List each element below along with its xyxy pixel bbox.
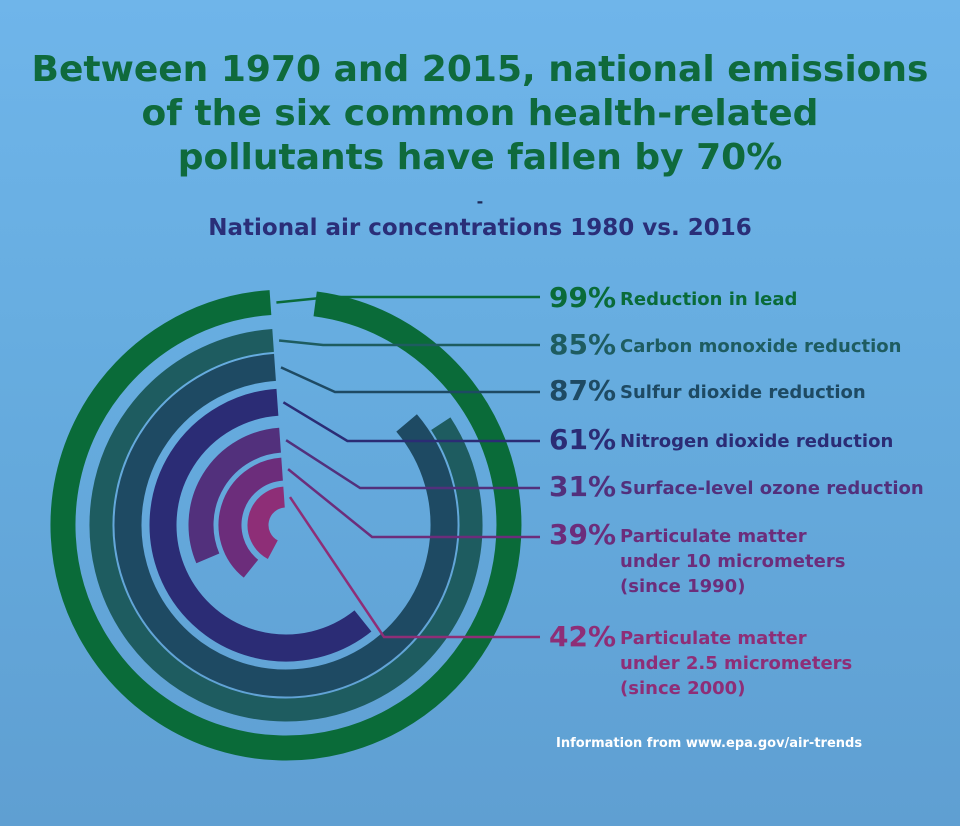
leader-line [282, 401, 540, 443]
data-label: 61% Nitrogen dioxide reduction [549, 425, 893, 455]
leader-line [278, 339, 540, 347]
leader-line [287, 468, 540, 539]
arc-particulate-matter-under-10-micrometers [218, 457, 284, 578]
data-label-text: Surface-level ozone reduction [620, 478, 924, 499]
chart-leader-lines [276, 295, 540, 639]
leader-line [285, 439, 540, 490]
leader-line [280, 366, 540, 394]
chart-title-line: of the six common health-related [141, 93, 819, 134]
data-label-value: 87% [549, 374, 617, 407]
chart-subtitle: National air concentrations 1980 vs. 201… [208, 215, 752, 241]
chart-title-line: Between 1970 and 2015, national emission… [31, 49, 929, 90]
data-label-value: 99% [549, 281, 617, 314]
data-label: 87% Sulfur dioxide reduction [549, 376, 866, 406]
arc-particulate-matter-under-2-5-micrometers [247, 486, 286, 559]
data-label: 99% Reduction in lead [549, 283, 797, 313]
data-label-text: Particulate matter under 10 micrometers (s… [620, 526, 846, 597]
source-note: Information from www.epa.gov/air-trends [556, 736, 863, 751]
data-label: 31% Surface-level ozone reduction [549, 472, 924, 502]
title-separator: - [476, 192, 484, 211]
leader-line [288, 496, 540, 639]
data-label-value: 39% [549, 518, 617, 551]
arc-sulfur-dioxide [114, 353, 458, 697]
arc-nitrogen-dioxide [149, 388, 372, 662]
chart-title-line: pollutants have fallen by 70% [177, 137, 783, 178]
data-label: 39% Particulate matter under 10 micrometer… [549, 520, 845, 599]
data-label-value: 42% [549, 620, 617, 653]
data-label-value: 61% [549, 423, 617, 456]
data-label-value: 31% [549, 470, 617, 503]
data-label-value: 85% [549, 328, 617, 361]
leader-line [276, 295, 540, 304]
data-label: 85% Carbon monoxide reduction [549, 330, 901, 360]
arc-lead [50, 290, 522, 761]
data-label: 42% Particulate matter under 2.5 micromete… [549, 622, 852, 701]
data-label-text: Particulate matter under 2.5 micrometers(… [620, 628, 853, 699]
chart-arcs [50, 290, 522, 761]
arc-carbon-monoxide [89, 328, 483, 722]
chart-title: Between 1970 and 2015, national emission… [0, 48, 960, 180]
data-label-text: Reduction in lead [620, 289, 798, 310]
data-label-text: Sulfur dioxide reduction [620, 382, 866, 403]
data-label-text: Carbon monoxide reduction [620, 336, 902, 357]
data-label-text: Nitrogen dioxide reduction [620, 431, 894, 452]
arc-surface-level-ozone [188, 427, 282, 564]
